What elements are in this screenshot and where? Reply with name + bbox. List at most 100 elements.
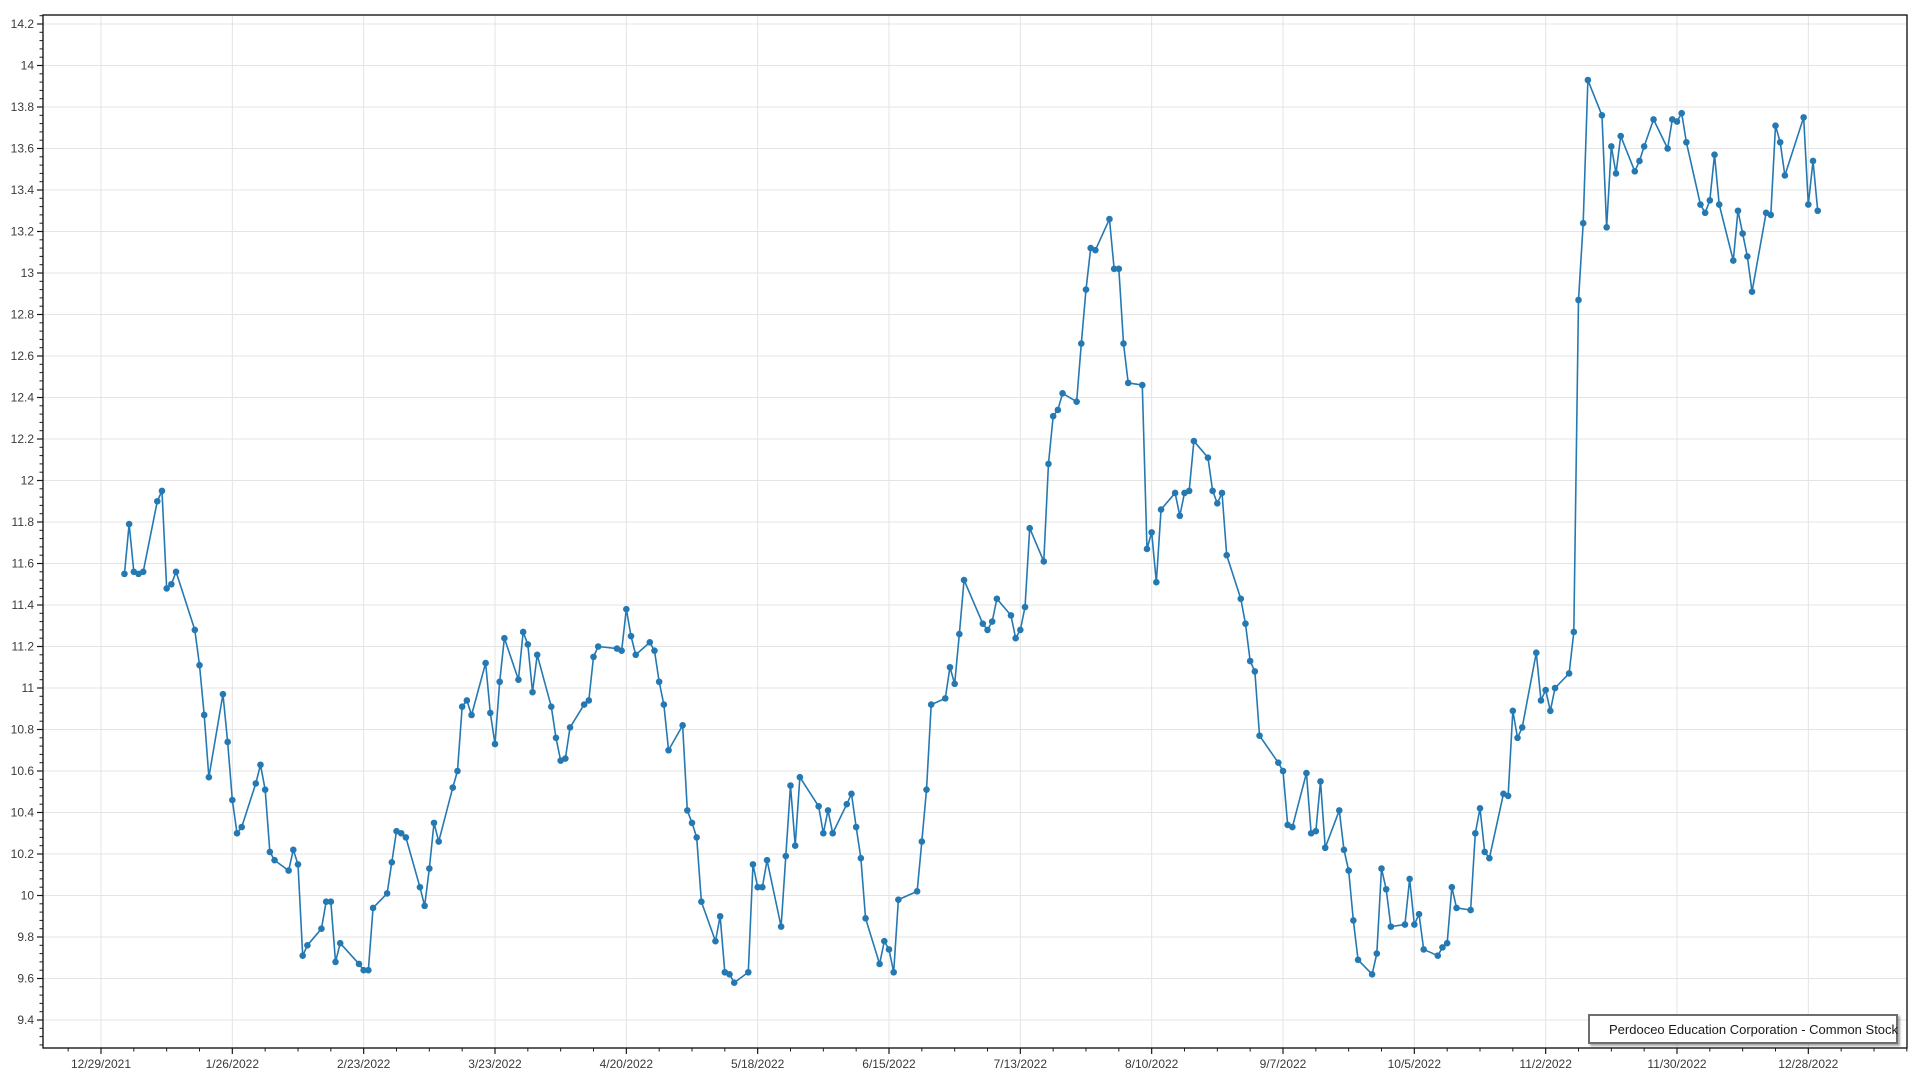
data-point[interactable] <box>1373 950 1381 957</box>
data-point[interactable] <box>744 968 752 976</box>
data-point[interactable] <box>1729 257 1737 264</box>
data-point[interactable] <box>1565 670 1573 677</box>
data-point[interactable] <box>923 786 930 793</box>
data-point[interactable] <box>1612 170 1620 177</box>
data-point[interactable] <box>1481 848 1488 856</box>
data-point[interactable] <box>1570 628 1578 636</box>
data-point[interactable] <box>1673 118 1681 125</box>
data-point[interactable] <box>1772 122 1779 129</box>
data-point[interactable] <box>1176 512 1184 520</box>
data-point[interactable] <box>397 829 405 837</box>
data-point[interactable] <box>1049 412 1057 420</box>
legend[interactable]: Perdoceo Education Corporation - Common … <box>1588 1014 1898 1044</box>
data-point[interactable] <box>271 856 278 864</box>
data-point[interactable] <box>623 605 630 613</box>
data-point[interactable] <box>304 942 311 949</box>
data-point[interactable] <box>388 859 396 866</box>
data-point[interactable] <box>1279 767 1287 775</box>
data-point[interactable] <box>1448 883 1456 891</box>
data-point[interactable] <box>1631 168 1639 175</box>
data-point[interactable] <box>1092 246 1099 254</box>
data-point[interactable] <box>1584 76 1592 84</box>
data-point[interactable] <box>1406 875 1413 883</box>
data-point[interactable] <box>1603 224 1610 231</box>
data-point[interactable] <box>501 634 508 642</box>
data-point[interactable] <box>1251 668 1259 675</box>
data-point[interactable] <box>285 867 292 874</box>
data-point[interactable] <box>224 738 231 746</box>
data-point[interactable] <box>1335 807 1343 814</box>
data-point[interactable] <box>1439 944 1446 951</box>
data-point[interactable] <box>1185 487 1193 495</box>
data-point[interactable] <box>1007 612 1015 619</box>
data-point[interactable] <box>1157 506 1165 513</box>
data-point[interactable] <box>594 643 602 650</box>
data-point[interactable] <box>463 697 471 704</box>
data-point[interactable] <box>1110 265 1118 273</box>
data-point[interactable] <box>1378 865 1385 872</box>
data-point[interactable] <box>1312 827 1320 835</box>
data-point[interactable] <box>1776 138 1784 146</box>
data-point[interactable] <box>1153 578 1160 586</box>
data-point[interactable] <box>1542 686 1549 694</box>
data-point[interactable] <box>890 968 897 976</box>
data-point[interactable] <box>158 487 166 495</box>
data-point[interactable] <box>787 782 794 789</box>
data-point[interactable] <box>1317 778 1324 785</box>
data-point[interactable] <box>1059 390 1066 397</box>
data-point[interactable] <box>782 852 790 860</box>
data-point[interactable] <box>1650 116 1657 123</box>
data-point[interactable] <box>468 711 475 719</box>
data-point[interactable] <box>266 848 274 856</box>
data-point[interactable] <box>1012 634 1019 642</box>
data-point[interactable] <box>1138 381 1146 389</box>
data-point[interactable] <box>168 580 175 588</box>
data-point[interactable] <box>1683 138 1690 146</box>
data-point[interactable] <box>322 898 330 906</box>
data-point[interactable] <box>1678 109 1685 117</box>
data-point[interactable] <box>1073 398 1080 405</box>
data-point[interactable] <box>365 966 372 974</box>
data-point[interactable] <box>1368 971 1376 978</box>
data-point[interactable] <box>369 904 377 912</box>
data-point[interactable] <box>885 946 893 953</box>
data-point[interactable] <box>496 678 503 686</box>
data-point[interactable] <box>1190 437 1198 445</box>
data-point[interactable] <box>1218 489 1226 497</box>
data-point[interactable] <box>979 620 987 627</box>
data-point[interactable] <box>688 819 696 827</box>
data-point[interactable] <box>1082 286 1090 293</box>
data-point[interactable] <box>1598 112 1606 119</box>
data-point[interactable] <box>693 834 700 841</box>
data-point[interactable] <box>1640 143 1648 150</box>
data-point[interactable] <box>153 497 161 505</box>
data-point[interactable] <box>383 890 391 897</box>
data-point[interactable] <box>1664 145 1671 152</box>
data-point[interactable] <box>843 800 851 808</box>
data-point[interactable] <box>1781 172 1789 179</box>
data-point[interactable] <box>491 740 499 748</box>
data-point[interactable] <box>580 701 588 708</box>
data-point[interactable] <box>1715 201 1723 208</box>
data-point[interactable] <box>1124 379 1132 387</box>
data-point[interactable] <box>205 773 213 781</box>
data-point[interactable] <box>1401 921 1409 928</box>
data-point[interactable] <box>660 701 668 708</box>
data-point[interactable] <box>1246 657 1254 665</box>
data-point[interactable] <box>533 651 541 659</box>
data-point[interactable] <box>956 630 963 638</box>
data-point[interactable] <box>1467 906 1474 914</box>
data-point[interactable] <box>1575 296 1582 304</box>
data-point[interactable] <box>1748 288 1756 295</box>
data-point[interactable] <box>229 796 236 804</box>
data-point[interactable] <box>139 568 147 576</box>
data-point[interactable] <box>716 912 724 920</box>
data-point[interactable] <box>815 802 822 810</box>
data-point[interactable] <box>1706 197 1714 204</box>
data-point[interactable] <box>299 952 306 959</box>
data-point[interactable] <box>1434 952 1442 959</box>
data-point[interactable] <box>1617 132 1625 140</box>
data-point[interactable] <box>1303 769 1310 777</box>
data-point[interactable] <box>121 570 128 578</box>
data-point[interactable] <box>646 639 654 646</box>
